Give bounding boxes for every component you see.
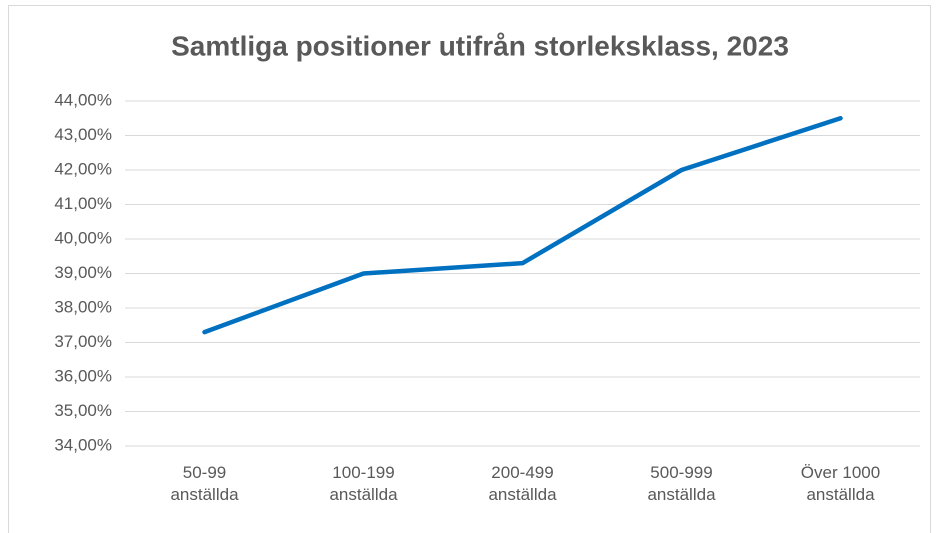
y-tick-label: 36,00% <box>54 366 112 385</box>
y-tick-label: 39,00% <box>54 263 112 282</box>
y-tick-label: 35,00% <box>54 401 112 420</box>
y-tick-label: 41,00% <box>54 194 112 213</box>
chart-title: Samtliga positioner utifrån storleksklas… <box>171 30 789 61</box>
y-tick-label: 44,00% <box>54 90 112 109</box>
y-tick-label: 43,00% <box>54 125 112 144</box>
x-tick-label: 200-499 anställda <box>488 463 557 504</box>
x-tick-label: 500-999 anställda <box>647 463 716 504</box>
y-tick-label: 34,00% <box>54 435 112 454</box>
y-tick-label: 38,00% <box>54 297 112 316</box>
x-tick-label: Över 1000 anställda <box>800 463 881 504</box>
y-tick-label: 37,00% <box>54 332 112 351</box>
chart-frame <box>8 5 931 533</box>
x-tick-label: 100-199 anställda <box>329 463 398 504</box>
x-tick-label: 50-99 anställda <box>170 463 239 504</box>
y-tick-label: 40,00% <box>54 228 112 247</box>
data-line <box>202 116 843 335</box>
y-tick-label: 42,00% <box>54 159 112 178</box>
